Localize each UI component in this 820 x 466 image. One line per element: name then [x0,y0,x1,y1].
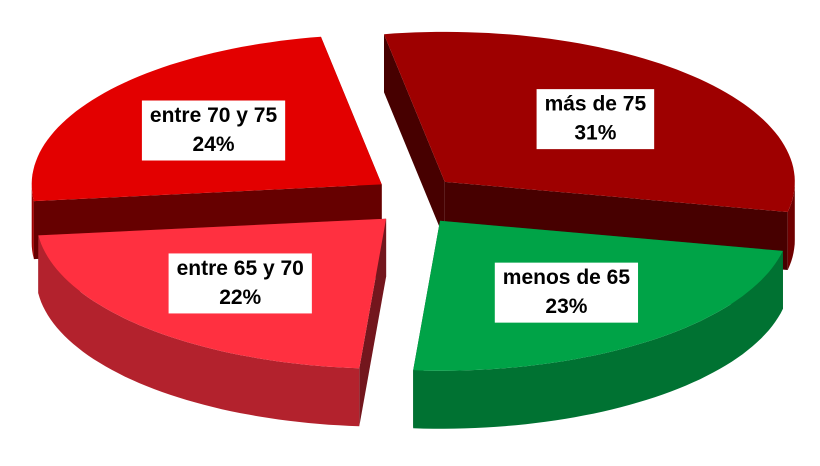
slice-rim [413,250,783,429]
data-label-value: 24% [193,133,235,156]
pie-slice [38,218,387,427]
label-box [494,262,639,323]
data-label-value: 31% [574,122,616,145]
slice-rim [787,181,795,270]
pie-slice [413,220,783,429]
slice-rim [38,235,360,427]
data-label-value: 22% [219,286,261,309]
data-label-category: entre 65 y 70 [177,257,304,280]
data-label-category: entre 70 y 75 [150,104,278,127]
slice-rim [31,184,34,260]
data-label-value: 23% [545,295,587,318]
label-box [168,253,312,314]
data-label-category: más de 75 [545,93,647,116]
data-label-category: menos de 65 [503,266,631,289]
slice-side [384,34,445,240]
label-box [141,100,286,161]
label-box [536,89,655,150]
